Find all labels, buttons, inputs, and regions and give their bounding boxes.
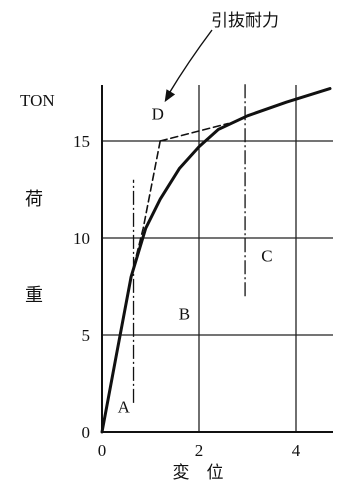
dash-dot-lines <box>132 82 246 403</box>
y-unit-label: TON <box>20 91 55 110</box>
y-tick-label: 5 <box>82 326 91 345</box>
y-axis-label-char-2: 重 <box>25 285 43 306</box>
y-axis-label-char-1: 荷 <box>25 189 43 210</box>
series-group <box>100 87 332 434</box>
tick-labels: 0 5 10 15 0 2 4 <box>73 132 301 460</box>
annotation-arrow-line <box>168 29 213 95</box>
x-tick-label: 4 <box>292 441 301 460</box>
region-label-b: B <box>179 304 190 323</box>
axes <box>101 85 333 433</box>
region-label-c: C <box>261 246 272 265</box>
region-label-d: D <box>152 105 164 124</box>
region-labels: A B C D <box>118 105 273 417</box>
load-displacement-curve <box>100 87 332 434</box>
dashed-tangent-line <box>130 140 161 278</box>
annotation-arrow-head <box>164 89 176 103</box>
annotation-label: 引抜耐力 <box>211 11 279 31</box>
dashed-tangent-line <box>159 122 229 142</box>
x-axis-label: 変 位 <box>173 463 224 483</box>
y-tick-label: 15 <box>73 132 90 151</box>
y-tick-label: 10 <box>73 229 90 248</box>
y-tick-label: 0 <box>82 423 91 442</box>
x-tick-label: 2 <box>195 441 204 460</box>
region-label-a: A <box>118 398 131 417</box>
x-tick-label: 0 <box>98 441 107 460</box>
